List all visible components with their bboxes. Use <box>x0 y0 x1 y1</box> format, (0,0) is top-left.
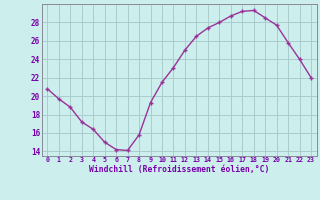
X-axis label: Windchill (Refroidissement éolien,°C): Windchill (Refroidissement éolien,°C) <box>89 165 269 174</box>
